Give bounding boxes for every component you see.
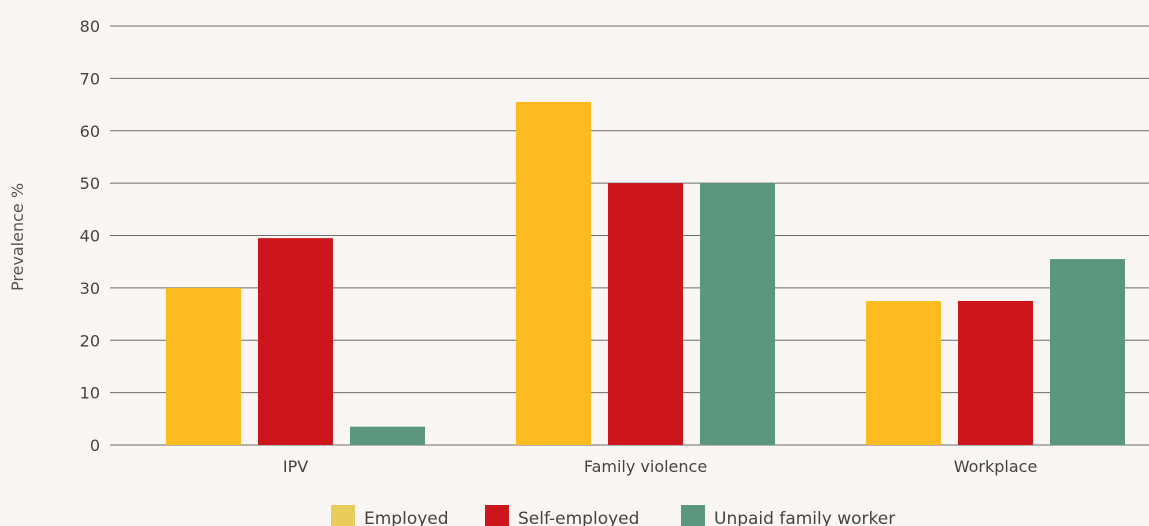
y-tick-label: 0 (90, 436, 100, 455)
y-tick-label: 30 (80, 279, 100, 298)
x-category-labels: IPV Family violence Workplace (283, 457, 1037, 476)
y-tick-label: 60 (80, 122, 100, 141)
bar-ipv-self-employed (258, 238, 333, 445)
legend-swatch-self-employed (485, 505, 509, 526)
legend: Employed Self-employed Unpaid family worke… (331, 505, 895, 526)
bar-family-violence-unpaid-family-worker (700, 183, 775, 445)
bars (166, 101, 1125, 445)
x-category-label: Workplace (954, 457, 1038, 476)
y-axis-title: Prevalence % (8, 183, 27, 291)
legend-swatch-employed (331, 505, 355, 526)
bar-workplace-employed (866, 300, 941, 445)
legend-label: Self-employed (518, 509, 639, 526)
legend-label: Employed (364, 509, 449, 526)
bar-workplace-unpaid-family-worker (1050, 259, 1125, 445)
bar-workplace-self-employed (958, 300, 1033, 445)
bar-family-violence-self-employed (608, 183, 683, 445)
x-category-label: IPV (283, 457, 308, 476)
bar-ipv-unpaid-family-worker (350, 426, 425, 445)
y-tick-label: 40 (80, 227, 100, 246)
x-category-label: Family violence (584, 457, 707, 476)
legend-label: Unpaid family worker (714, 509, 895, 526)
bar-ipv-employed (166, 287, 241, 445)
y-tick-label: 80 (80, 17, 100, 36)
bar-family-violence-employed (516, 101, 591, 445)
legend-swatch-unpaid-family-worker (681, 505, 705, 526)
y-tick-label: 10 (80, 384, 100, 403)
y-tick-labels: 0 10 20 30 40 50 60 70 80 (80, 17, 100, 455)
y-tick-label: 70 (80, 69, 100, 88)
y-tick-label: 20 (80, 331, 100, 350)
y-tick-label: 50 (80, 174, 100, 193)
